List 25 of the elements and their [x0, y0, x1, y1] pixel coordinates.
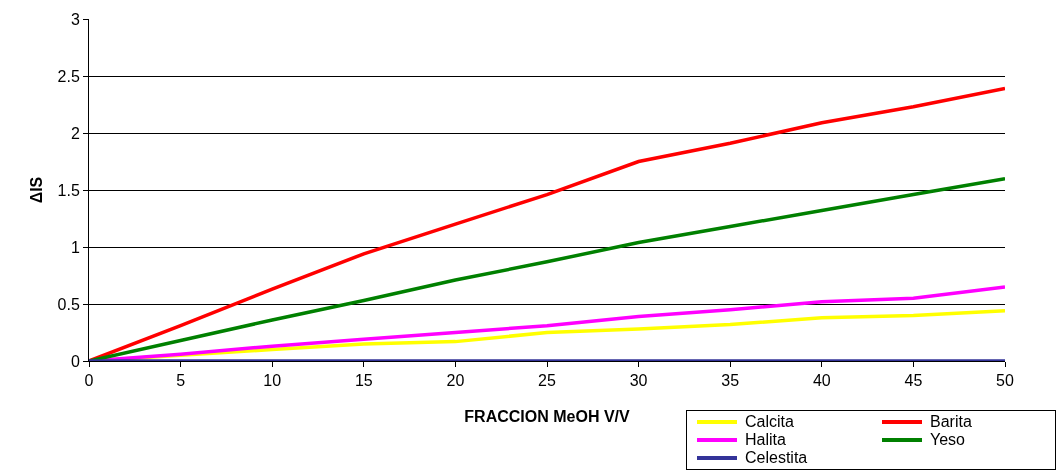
legend-label: Halita [745, 431, 786, 449]
x-tick-label: 40 [812, 372, 831, 390]
x-tick-label: 25 [538, 372, 556, 390]
y-tick-label: 0 [70, 352, 80, 370]
y-axis-title: ΔIS [28, 176, 46, 204]
x-tick-label: 35 [721, 372, 740, 390]
legend-label: Celestita [745, 449, 808, 467]
x-tick-label: 15 [354, 372, 373, 390]
x-axis-title: FRACCION MeOH V/V [464, 407, 630, 425]
y-tick-label: 3 [70, 10, 80, 28]
y-tick-label: 1.5 [57, 181, 80, 199]
y-tick-label: 2 [70, 124, 80, 142]
y-tick-label: 2.5 [57, 67, 80, 85]
x-tick-label: 45 [904, 372, 923, 390]
x-tick-label: 10 [263, 372, 282, 390]
legend-label: Calcita [745, 413, 794, 431]
y-tick-label: 0.5 [57, 295, 80, 313]
legend-label: Yeso [930, 431, 965, 449]
x-tick-label: 0 [84, 372, 94, 390]
x-tick-label: 50 [996, 372, 1014, 390]
x-tick-label: 5 [176, 372, 186, 390]
legend-label: Barita [930, 413, 972, 431]
y-tick-label: 1 [70, 238, 80, 256]
x-tick-label: 20 [446, 372, 465, 390]
x-tick-label: 30 [629, 372, 648, 390]
